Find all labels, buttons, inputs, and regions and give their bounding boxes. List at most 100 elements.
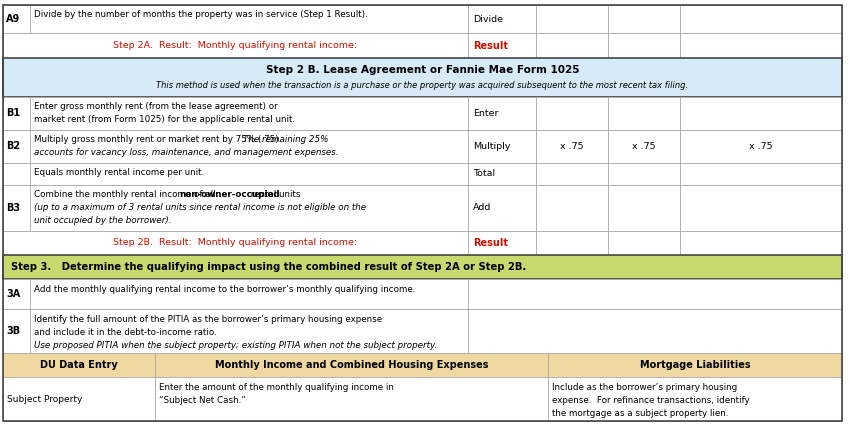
Bar	[468, 34, 536, 58]
Text: B2: B2	[6, 141, 20, 151]
Bar	[3, 279, 30, 309]
Bar	[3, 5, 30, 34]
Bar	[680, 230, 842, 255]
Bar	[608, 34, 680, 58]
Bar	[30, 309, 468, 353]
Bar	[548, 353, 842, 377]
Bar	[536, 163, 608, 184]
Bar	[468, 163, 536, 184]
Bar	[3, 184, 30, 230]
Text: Result: Result	[473, 238, 508, 248]
Text: Step 2A.  Result:  Monthly qualifying rental income:: Step 2A. Result: Monthly qualifying rent…	[113, 41, 358, 50]
Text: Total: Total	[473, 169, 495, 178]
Text: Identify the full amount of the PITIA as the borrower’s primary housing expense: Identify the full amount of the PITIA as…	[34, 315, 382, 324]
Text: B1: B1	[6, 108, 20, 118]
Text: non-owner-occupied: non-owner-occupied	[179, 190, 280, 199]
Bar	[608, 163, 680, 184]
Text: x .75: x .75	[560, 142, 584, 151]
Text: 3A: 3A	[6, 289, 20, 299]
Text: Use proposed PITIA when the subject property; existing PITIA when not the subjec: Use proposed PITIA when the subject prop…	[34, 341, 437, 350]
Bar	[3, 230, 468, 255]
Text: Step 2B.  Result:  Monthly qualifying rental income:: Step 2B. Result: Monthly qualifying rent…	[113, 238, 358, 247]
Bar	[536, 97, 608, 130]
Bar	[30, 130, 468, 163]
Text: Include as the borrower’s primary housing: Include as the borrower’s primary housin…	[552, 383, 737, 392]
Bar	[536, 230, 608, 255]
Text: A9: A9	[6, 14, 20, 24]
Bar	[608, 5, 680, 34]
Bar	[468, 184, 536, 230]
Bar	[536, 184, 608, 230]
Text: x .75: x .75	[749, 142, 773, 151]
Bar	[680, 97, 842, 130]
Text: The remaining 25%: The remaining 25%	[243, 135, 329, 144]
Bar	[3, 163, 30, 184]
Text: This method is used when the transaction is a purchase or the property was acqui: This method is used when the transaction…	[156, 81, 689, 90]
Text: 3B: 3B	[6, 326, 20, 336]
Bar	[3, 97, 30, 130]
Bar	[536, 5, 608, 34]
Text: Divide: Divide	[473, 15, 503, 24]
Bar	[3, 58, 842, 97]
Bar	[468, 130, 536, 163]
Bar	[468, 309, 842, 353]
Bar	[3, 309, 30, 353]
Bar	[536, 34, 608, 58]
Bar	[468, 97, 536, 130]
Bar	[608, 130, 680, 163]
Text: Mortgage Liabilities: Mortgage Liabilities	[640, 360, 751, 370]
Text: B3: B3	[6, 202, 20, 213]
Bar	[548, 377, 842, 421]
Bar	[680, 34, 842, 58]
Bar	[30, 279, 468, 309]
Bar	[3, 255, 842, 279]
Text: Equals monthly rental income per unit.: Equals monthly rental income per unit.	[34, 168, 204, 177]
Bar	[3, 130, 30, 163]
Text: Monthly Income and Combined Housing Expenses: Monthly Income and Combined Housing Expe…	[215, 360, 488, 370]
Text: “Subject Net Cash.”: “Subject Net Cash.”	[159, 396, 246, 405]
Bar	[680, 130, 842, 163]
Text: Add: Add	[473, 203, 491, 212]
Text: Combine the monthly rental income of all: Combine the monthly rental income of all	[34, 190, 218, 199]
Text: rental units: rental units	[248, 190, 301, 199]
Text: Step 2 B. Lease Agreement or Fannie Mae Form 1025: Step 2 B. Lease Agreement or Fannie Mae …	[266, 65, 579, 75]
Bar	[155, 353, 548, 377]
Bar	[468, 5, 536, 34]
Bar	[3, 377, 155, 421]
Bar	[608, 184, 680, 230]
Text: (up to a maximum of 3 rental units since rental income is not eligible on the: (up to a maximum of 3 rental units since…	[34, 202, 366, 212]
Text: Add the monthly qualifying rental income to the borrower’s monthly qualifying in: Add the monthly qualifying rental income…	[34, 285, 416, 294]
Bar	[155, 377, 548, 421]
Text: accounts for vacancy loss, maintenance, and management expenses.: accounts for vacancy loss, maintenance, …	[34, 148, 338, 157]
Text: the mortgage as a subject property lien.: the mortgage as a subject property lien.	[552, 409, 728, 418]
Text: Divide by the number of months the property was in service (Step 1 Result).: Divide by the number of months the prope…	[34, 10, 368, 19]
Bar	[30, 5, 468, 34]
Bar	[468, 279, 842, 309]
Text: expense.  For refinance transactions, identify: expense. For refinance transactions, ide…	[552, 396, 750, 405]
Text: market rent (from Form 1025) for the applicable rental unit.: market rent (from Form 1025) for the app…	[34, 115, 295, 124]
Bar	[30, 163, 468, 184]
Bar	[30, 184, 468, 230]
Text: DU Data Entry: DU Data Entry	[40, 360, 118, 370]
Bar	[680, 5, 842, 34]
Bar	[608, 230, 680, 255]
Text: Subject Property: Subject Property	[7, 394, 82, 403]
Bar	[680, 163, 842, 184]
Bar	[30, 97, 468, 130]
Text: x .75: x .75	[632, 142, 656, 151]
Bar	[3, 34, 468, 58]
Text: and include it in the debt-to-income ratio.: and include it in the debt-to-income rat…	[34, 328, 217, 337]
Bar	[536, 130, 608, 163]
Bar	[680, 184, 842, 230]
Text: Step 3.   Determine the qualifying impact using the combined result of Step 2A o: Step 3. Determine the qualifying impact …	[11, 262, 526, 272]
Text: unit occupied by the borrower).: unit occupied by the borrower).	[34, 216, 172, 225]
Bar	[468, 230, 536, 255]
Text: Multiply: Multiply	[473, 142, 510, 151]
Text: Result: Result	[473, 40, 508, 51]
Bar	[3, 353, 155, 377]
Text: Enter: Enter	[473, 109, 498, 118]
Text: Enter gross monthly rent (from the lease agreement) or: Enter gross monthly rent (from the lease…	[34, 102, 278, 111]
Bar	[608, 97, 680, 130]
Text: Multiply gross monthly rent or market rent by 75% (.75).: Multiply gross monthly rent or market re…	[34, 135, 290, 144]
Text: Enter the amount of the monthly qualifying income in: Enter the amount of the monthly qualifyi…	[159, 383, 394, 392]
